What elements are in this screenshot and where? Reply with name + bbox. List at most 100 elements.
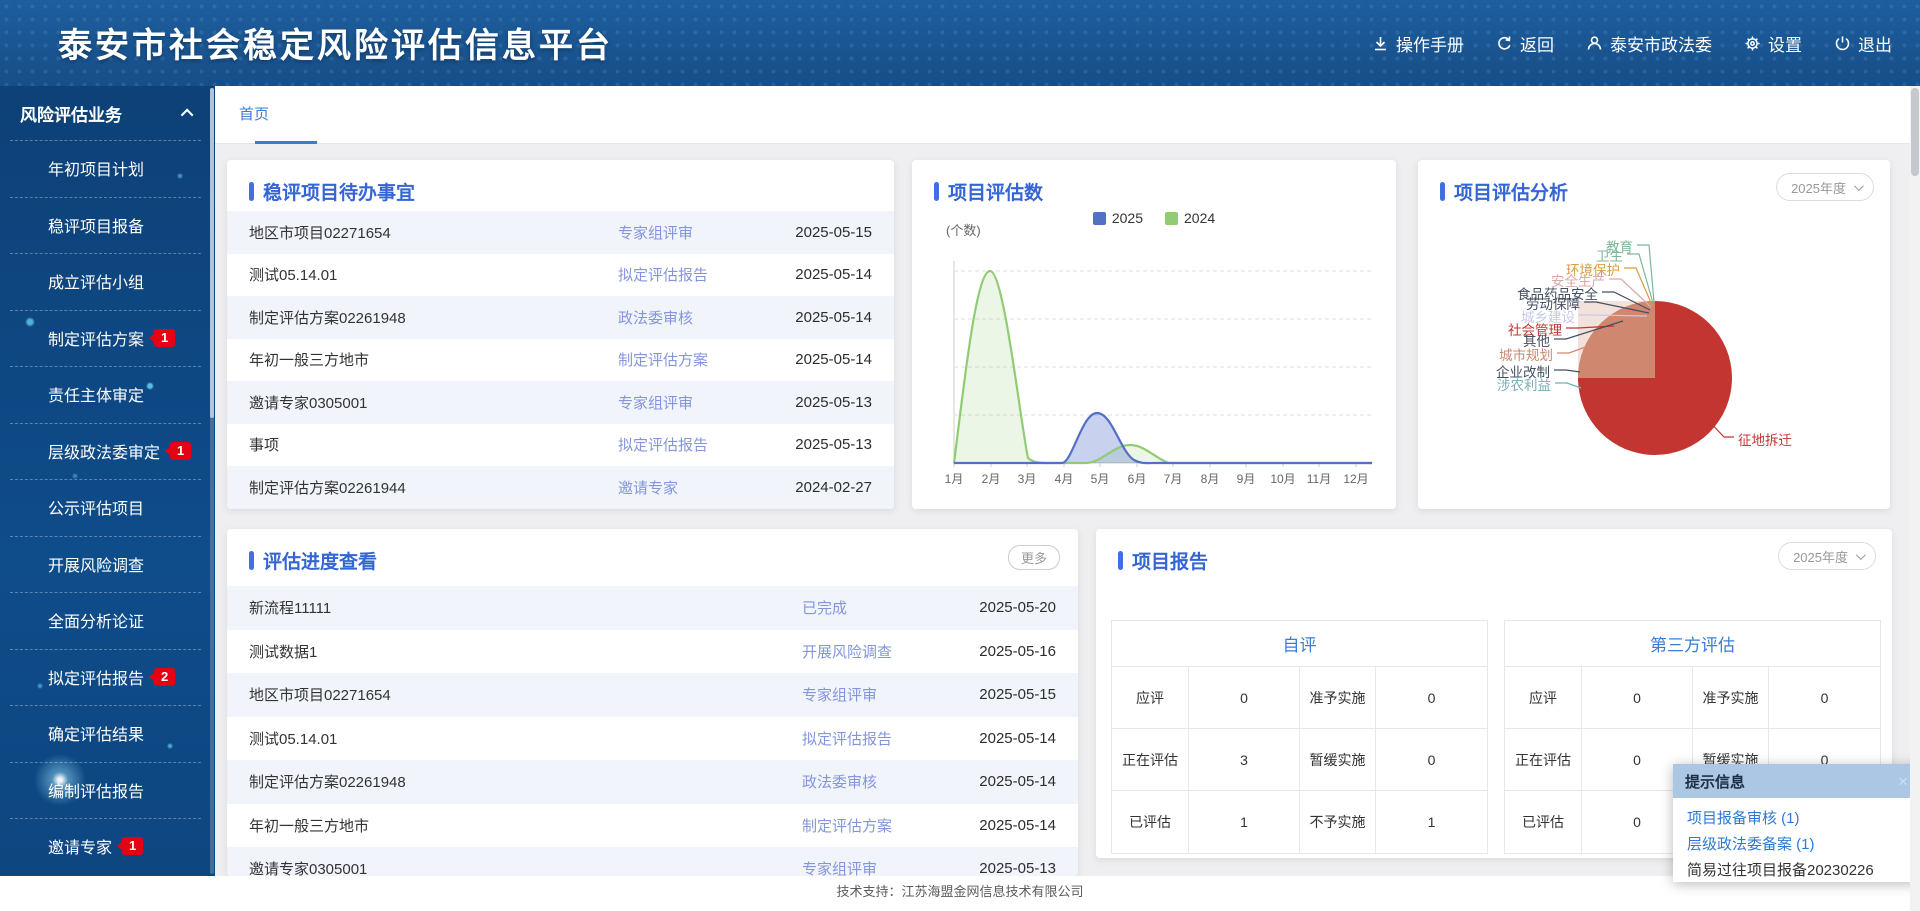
row-status-link[interactable]: 专家组评审 bbox=[802, 687, 878, 705]
page-scrollbar[interactable] bbox=[1910, 86, 1920, 911]
card-eval-count: 项目评估数 2025 2024 (个数) 1月 2月 3月 4月 5月 bbox=[912, 160, 1396, 509]
row-name: 邀请专家0305001 bbox=[249, 861, 368, 876]
row-status-link[interactable]: 邀请专家 bbox=[618, 479, 679, 497]
badge-count: 2 bbox=[148, 667, 176, 686]
sidebar-group-risk-assessment[interactable]: 风险评估业务 bbox=[0, 86, 215, 140]
year-filter-value: 2025年度 bbox=[1793, 549, 1848, 565]
x-tick-label: 8月 bbox=[1201, 472, 1220, 486]
sidebar-item-setup-eval-team[interactable]: 成立评估小组 bbox=[0, 253, 215, 310]
year-filter-dropdown[interactable]: 2025年度 bbox=[1778, 542, 1876, 570]
sidebar-scrollbar-thumb[interactable] bbox=[210, 88, 214, 418]
row-status-link[interactable]: 专家组评审 bbox=[618, 224, 694, 242]
tab-home-label: 首页 bbox=[239, 106, 270, 123]
sidebar-item-analysis[interactable]: 全面分析论证 bbox=[0, 592, 215, 649]
row-date: 2025-05-13 bbox=[979, 860, 1056, 876]
app-title: 泰安市社会稳定风险评估信息平台 bbox=[58, 27, 613, 65]
sidebar-item-project-filing[interactable]: 稳评项目报备 bbox=[0, 196, 215, 254]
sidebar-item-label: 全面分析论证 bbox=[48, 614, 145, 632]
todo-row: 制定评估方案02261944 邀请专家 2024-02-27 bbox=[227, 466, 894, 509]
row-status-link[interactable]: 制定评估方案 bbox=[618, 352, 709, 370]
table-cell: 正在评估 bbox=[1112, 729, 1189, 791]
pie-label: 食品药品安全 bbox=[1517, 286, 1598, 302]
row-name: 制定评估方案02261948 bbox=[249, 309, 406, 327]
row-name: 制定评估方案02261948 bbox=[249, 774, 406, 792]
table-cell: 0 bbox=[1769, 667, 1880, 729]
todo-row: 测试05.14.01 拟定评估报告 2025-05-14 bbox=[227, 254, 894, 297]
manual-button[interactable]: 操作手册 bbox=[1372, 31, 1464, 56]
settings-button[interactable]: 设置 bbox=[1744, 31, 1802, 56]
close-icon[interactable]: × bbox=[1898, 771, 1908, 791]
pie-label: 征地拆迁 bbox=[1738, 433, 1792, 448]
logout-button[interactable]: 退出 bbox=[1834, 31, 1892, 56]
x-tick-label: 2月 bbox=[982, 472, 1001, 486]
report-table-third-header: 第三方评估 bbox=[1505, 621, 1880, 667]
row-name: 测试05.14.01 bbox=[249, 267, 338, 285]
pie-chart: 教育 卫生 环境保护 安全生产 食品药品安全 劳动保障 城乡建设 社会管理 其他… bbox=[1496, 240, 1792, 455]
sidebar-item-label: 层级政法委审定 bbox=[48, 444, 161, 462]
row-name: 制定评估方案02261944 bbox=[249, 479, 406, 497]
toast-link-committee-filing[interactable]: 层级政法委备案 (1) bbox=[1687, 836, 1815, 853]
legend-swatch-2024 bbox=[1165, 211, 1178, 225]
row-status-link[interactable]: 制定评估方案 bbox=[802, 817, 893, 835]
sidebar-item-label: 成立评估小组 bbox=[48, 275, 145, 293]
sidebar-item-annual-project-plan[interactable]: 年初项目计划 bbox=[0, 140, 215, 197]
row-status-link[interactable]: 专家组评审 bbox=[618, 394, 694, 412]
pie-slice-chengshiguihua[interactable] bbox=[1578, 301, 1655, 378]
progress-row: 年初一般三方地市 制定评估方案 2025-05-14 bbox=[227, 804, 1078, 848]
legend-item-2025[interactable]: 2025 bbox=[1092, 210, 1143, 226]
more-button[interactable]: 更多 bbox=[1007, 545, 1060, 570]
row-status-link[interactable]: 政法委审核 bbox=[618, 309, 694, 327]
row-name: 地区市项目02271654 bbox=[249, 224, 391, 242]
account-button[interactable]: 泰安市政法委 bbox=[1586, 31, 1712, 56]
chevron-down-icon bbox=[1855, 549, 1866, 560]
main-content: 首页 稳评项目待办事宜 地区市项目02271654 专家组评审 2025-05-15… bbox=[215, 86, 1920, 876]
title-bar-accent bbox=[249, 551, 254, 570]
table-cell: 0 bbox=[1582, 667, 1693, 729]
sidebar: 风险评估业务 年初项目计划 稳评项目报备 成立评估小组 制定评估方案 1 责任主体… bbox=[0, 86, 215, 876]
app-header: 泰安市社会稳定风险评估信息平台 操作手册 返回 泰安市政法委 设置 退出 bbox=[0, 0, 1920, 86]
row-status-link[interactable]: 已完成 bbox=[802, 600, 848, 618]
sidebar-item-label: 年初项目计划 bbox=[48, 162, 145, 180]
chevron-down-icon bbox=[1853, 180, 1864, 191]
back-button[interactable]: 返回 bbox=[1496, 31, 1554, 56]
page-scrollbar-thumb[interactable] bbox=[1911, 88, 1919, 176]
badge-count: 1 bbox=[148, 328, 176, 347]
row-status-link[interactable]: 政法委审核 bbox=[802, 774, 878, 792]
card-eval-analysis: 教育 卫生 环境保护 安全生产 食品药品安全 劳动保障 城乡建设 社会管理 其他… bbox=[1418, 160, 1890, 509]
tab-home[interactable]: 首页 bbox=[239, 86, 317, 144]
series-2024-line bbox=[952, 269, 1372, 465]
row-status-link[interactable]: 拟定评估报告 bbox=[802, 730, 893, 748]
progress-row: 新流程11111 已完成 2025-05-20 bbox=[227, 586, 1078, 630]
row-date: 2025-05-15 bbox=[795, 223, 872, 241]
row-status-link[interactable]: 拟定评估报告 bbox=[618, 267, 709, 285]
row-date: 2025-05-14 bbox=[795, 266, 872, 284]
sidebar-item-risk-survey[interactable]: 开展风险调查 bbox=[0, 535, 215, 593]
row-status-link[interactable]: 开展风险调查 bbox=[802, 643, 893, 661]
sidebar-item-publicize-projects[interactable]: 公示评估项目 bbox=[0, 479, 215, 536]
sidebar-item-draft-report[interactable]: 拟定评估报告 2 bbox=[0, 648, 215, 706]
y-axis-unit-label: (个数) bbox=[946, 223, 981, 238]
row-date: 2025-05-14 bbox=[979, 816, 1056, 834]
download-icon bbox=[1372, 35, 1389, 52]
table-cell: 应评 bbox=[1505, 667, 1582, 729]
row-status-link[interactable]: 专家组评审 bbox=[802, 861, 878, 876]
sidebar-item-invite-experts[interactable]: 邀请专家 1 bbox=[0, 818, 215, 875]
toast-link-report-review[interactable]: 项目报备审核 (1) bbox=[1687, 810, 1800, 827]
year-filter-value: 2025年度 bbox=[1791, 180, 1846, 196]
sidebar-scrollbar[interactable] bbox=[210, 88, 214, 874]
pie-highlight-overlay bbox=[1578, 301, 1655, 378]
year-filter-dropdown[interactable]: 2025年度 bbox=[1776, 173, 1874, 201]
sidebar-item-committee-review[interactable]: 层级政法委审定 1 bbox=[0, 422, 215, 480]
row-date: 2024-02-27 bbox=[795, 478, 872, 496]
row-status-link[interactable]: 拟定评估报告 bbox=[618, 437, 709, 455]
sidebar-item-confirm-result[interactable]: 确定评估结果 bbox=[0, 705, 215, 762]
sidebar-item-make-eval-plan[interactable]: 制定评估方案 1 bbox=[0, 309, 215, 367]
sidebar-item-label: 开展风险调查 bbox=[48, 557, 145, 575]
pie-label: 安全生产 bbox=[1551, 273, 1605, 289]
row-name: 事项 bbox=[249, 437, 280, 455]
sidebar-group-title: 风险评估业务 bbox=[20, 105, 122, 125]
sidebar-item-compile-report[interactable]: 编制评估报告 bbox=[0, 761, 215, 819]
legend-item-2024[interactable]: 2024 bbox=[1165, 210, 1215, 226]
sidebar-item-responsible-review[interactable]: 责任主体审定 bbox=[0, 366, 215, 423]
card-progress: 评估进度查看 更多 新流程11111 已完成 2025-05-20 测试数据1 开展风… bbox=[227, 529, 1078, 876]
